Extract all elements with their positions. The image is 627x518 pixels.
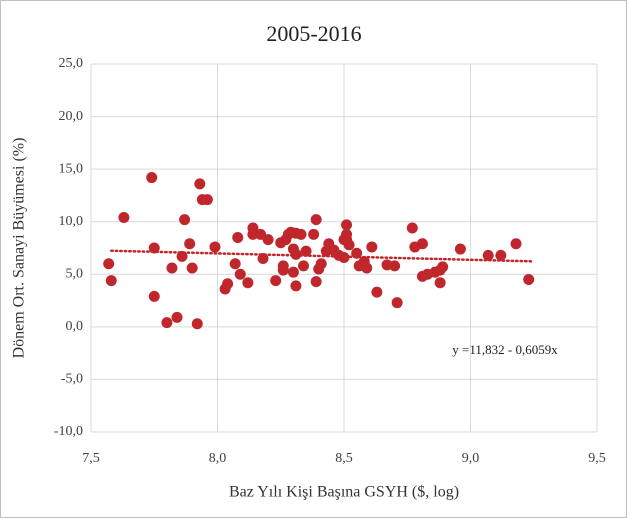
point [310, 276, 322, 288]
y-tick-label: -5,0 [61, 372, 83, 387]
y-tick-label: 10,0 [59, 214, 84, 229]
x-tick-label: 7,5 [82, 451, 100, 466]
point [146, 172, 158, 184]
point [434, 277, 446, 289]
point [229, 258, 241, 270]
point [391, 297, 403, 309]
point [148, 242, 160, 254]
point [338, 251, 350, 263]
trendline-equation: y =11,832 - 0,6059x [452, 342, 558, 357]
point [351, 247, 363, 259]
point [523, 274, 535, 286]
point [176, 250, 188, 262]
point [166, 262, 178, 274]
y-tick-label: 25,0 [59, 56, 84, 71]
y-tick-label: 0,0 [66, 319, 84, 334]
point [247, 228, 259, 240]
point [482, 249, 494, 261]
point [300, 245, 312, 257]
point [191, 318, 203, 330]
x-tick-label: 9,5 [588, 451, 606, 466]
chart-title: 2005-2016 [266, 21, 361, 46]
point [209, 241, 221, 253]
y-tick-label: -10,0 [54, 424, 83, 439]
point [201, 194, 213, 206]
point [186, 262, 198, 274]
point [389, 260, 401, 272]
point [298, 260, 310, 272]
point [270, 275, 282, 287]
point [277, 264, 289, 276]
point [118, 212, 130, 224]
point [171, 311, 183, 323]
x-tick-label: 8,5 [335, 451, 353, 466]
point [257, 253, 269, 265]
y-tick-label: 15,0 [59, 161, 84, 176]
y-tick-label: 5,0 [66, 267, 84, 282]
point [343, 239, 355, 251]
x-axis-label: Baz Yılı Kişi Başına GSYH ($, log) [229, 484, 459, 501]
point [232, 231, 244, 243]
x-tick-label: 9,0 [462, 451, 480, 466]
point [161, 317, 173, 329]
point [416, 238, 428, 250]
y-tick-label: 20,0 [59, 109, 84, 124]
point [341, 219, 353, 231]
point [103, 258, 115, 270]
point [234, 268, 246, 280]
point [510, 238, 522, 250]
point [194, 178, 206, 190]
point [366, 241, 378, 253]
point [105, 275, 117, 287]
point [495, 249, 507, 261]
point [184, 238, 196, 250]
point [310, 214, 322, 226]
point [287, 266, 299, 278]
point [315, 258, 327, 270]
y-axis-label: Dönem Ort. Sanayi Büyümesi (%) [11, 138, 28, 359]
x-tick-label: 8,0 [209, 451, 227, 466]
point [371, 286, 383, 298]
point [290, 280, 302, 292]
point [290, 248, 302, 260]
point [308, 228, 320, 240]
point [406, 222, 418, 234]
point [242, 277, 254, 289]
point [148, 290, 160, 302]
point [179, 214, 191, 226]
point [437, 261, 449, 273]
point [262, 234, 274, 246]
point [454, 243, 466, 255]
point [358, 256, 370, 268]
point [222, 278, 234, 290]
point [295, 228, 307, 240]
